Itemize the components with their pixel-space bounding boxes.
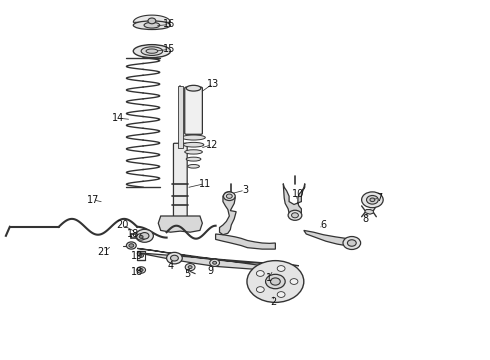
Text: 3: 3 (242, 185, 248, 195)
Text: 8: 8 (362, 214, 368, 224)
Circle shape (277, 266, 285, 271)
Text: 9: 9 (208, 266, 214, 276)
Circle shape (223, 192, 235, 201)
Ellipse shape (185, 150, 202, 154)
Ellipse shape (186, 157, 201, 161)
Circle shape (136, 229, 153, 242)
Polygon shape (133, 15, 171, 22)
Ellipse shape (186, 85, 201, 91)
Ellipse shape (146, 49, 158, 53)
Circle shape (139, 254, 144, 257)
Circle shape (266, 274, 285, 289)
Circle shape (370, 198, 375, 202)
Text: 7: 7 (377, 193, 383, 203)
Text: 16: 16 (164, 19, 175, 30)
Text: 20: 20 (116, 220, 129, 230)
FancyBboxPatch shape (185, 87, 202, 134)
Circle shape (210, 259, 220, 266)
Circle shape (367, 195, 378, 204)
Text: 11: 11 (199, 179, 211, 189)
Ellipse shape (141, 47, 163, 55)
Text: 10: 10 (292, 189, 304, 199)
Circle shape (290, 279, 298, 284)
Polygon shape (137, 248, 299, 271)
Polygon shape (158, 216, 202, 232)
Circle shape (226, 194, 232, 198)
Text: 6: 6 (320, 220, 326, 230)
Text: 1: 1 (266, 273, 271, 283)
Circle shape (270, 278, 280, 285)
Text: 21: 21 (98, 247, 110, 257)
Ellipse shape (188, 165, 199, 168)
Circle shape (188, 266, 192, 269)
Text: 19: 19 (131, 251, 143, 261)
Text: 13: 13 (207, 78, 220, 89)
Text: 14: 14 (111, 113, 123, 123)
Circle shape (247, 261, 304, 302)
Ellipse shape (133, 45, 171, 58)
Circle shape (256, 287, 264, 292)
Polygon shape (283, 184, 305, 215)
Polygon shape (304, 230, 355, 247)
Polygon shape (365, 210, 373, 214)
Circle shape (343, 237, 361, 249)
Circle shape (292, 213, 298, 218)
Circle shape (256, 271, 264, 276)
Polygon shape (220, 192, 236, 235)
Circle shape (185, 264, 195, 271)
Circle shape (167, 252, 182, 264)
Circle shape (137, 267, 146, 273)
Text: 18: 18 (131, 267, 143, 277)
Text: 4: 4 (168, 261, 173, 271)
Text: 5: 5 (184, 269, 190, 279)
Ellipse shape (183, 142, 204, 147)
Text: 15: 15 (163, 44, 176, 54)
Ellipse shape (182, 135, 205, 140)
Circle shape (148, 18, 156, 24)
Bar (178, 86, 183, 148)
Circle shape (129, 244, 134, 247)
Circle shape (126, 242, 136, 249)
Circle shape (139, 235, 143, 238)
Ellipse shape (144, 22, 160, 28)
Circle shape (288, 210, 302, 220)
FancyBboxPatch shape (173, 143, 187, 217)
Circle shape (362, 192, 383, 208)
Text: 18: 18 (127, 229, 140, 239)
Circle shape (140, 233, 149, 239)
Circle shape (139, 269, 143, 271)
Text: 17: 17 (87, 195, 99, 205)
Circle shape (171, 255, 178, 261)
Text: 2: 2 (270, 297, 276, 307)
Circle shape (213, 261, 217, 264)
Polygon shape (216, 234, 275, 249)
Circle shape (347, 240, 356, 246)
Circle shape (137, 234, 146, 240)
Text: 12: 12 (205, 140, 218, 150)
Ellipse shape (133, 21, 171, 30)
Circle shape (277, 292, 285, 297)
